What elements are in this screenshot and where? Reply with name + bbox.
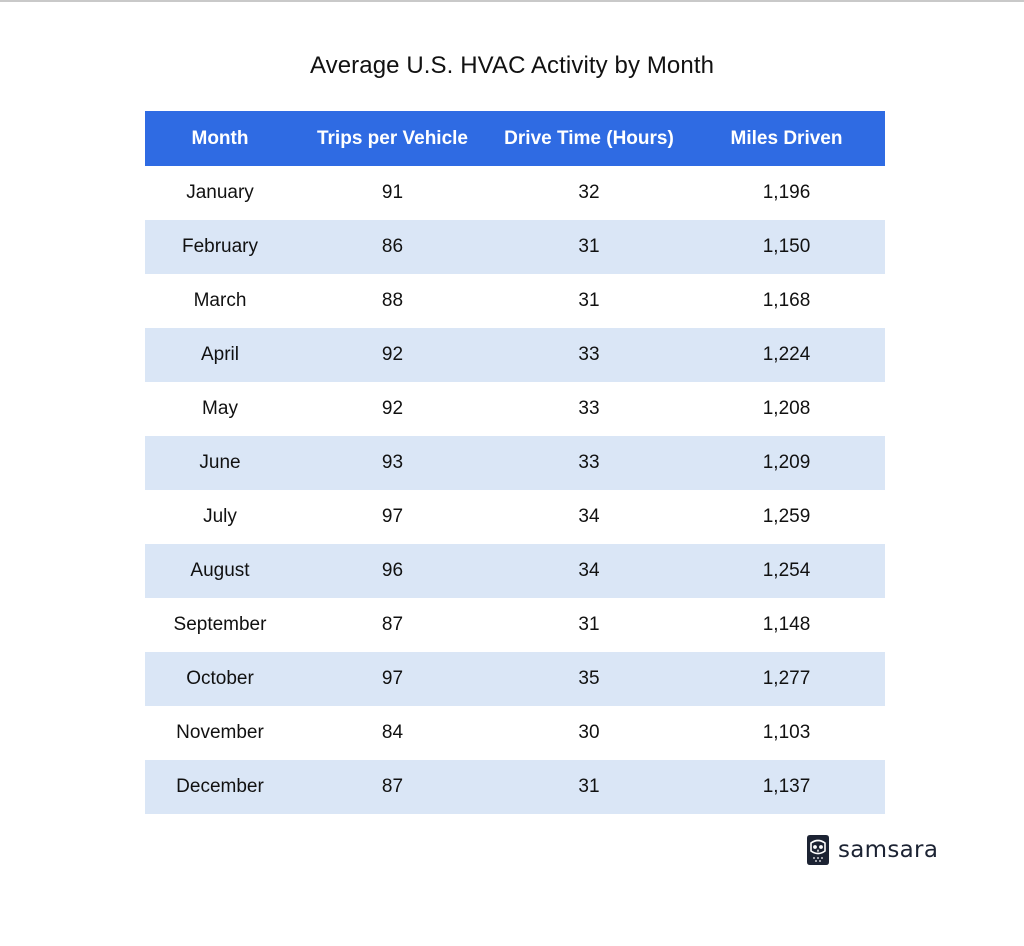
cell-trips-per-vehicle: 97 <box>295 652 490 706</box>
header-miles-driven: Miles Driven <box>688 111 885 166</box>
table-body: January 91 32 1,196 February 86 31 1,150 March 88… <box>145 166 885 814</box>
cell-drive-time: 33 <box>490 382 688 436</box>
cell-drive-time: 31 <box>490 760 688 814</box>
cell-month: December <box>145 760 295 814</box>
header-trips-per-vehicle: Trips per Vehicle <box>295 111 490 166</box>
cell-month: October <box>145 652 295 706</box>
cell-trips-per-vehicle: 88 <box>295 274 490 328</box>
cell-drive-time: 34 <box>490 490 688 544</box>
cell-trips-per-vehicle: 92 <box>295 328 490 382</box>
table-row: September 87 31 1,148 <box>145 598 885 652</box>
table-row: July 97 34 1,259 <box>145 490 885 544</box>
cell-trips-per-vehicle: 87 <box>295 760 490 814</box>
cell-month: April <box>145 328 295 382</box>
cell-drive-time: 33 <box>490 328 688 382</box>
cell-month: February <box>145 220 295 274</box>
cell-miles-driven: 1,150 <box>688 220 885 274</box>
cell-miles-driven: 1,148 <box>688 598 885 652</box>
cell-trips-per-vehicle: 86 <box>295 220 490 274</box>
cell-miles-driven: 1,259 <box>688 490 885 544</box>
table-row: May 92 33 1,208 <box>145 382 885 436</box>
cell-miles-driven: 1,224 <box>688 328 885 382</box>
table-header-row: Month Trips per Vehicle Drive Time (Hour… <box>145 111 885 166</box>
cell-trips-per-vehicle: 97 <box>295 490 490 544</box>
cell-month: May <box>145 382 295 436</box>
cell-drive-time: 31 <box>490 598 688 652</box>
cell-miles-driven: 1,209 <box>688 436 885 490</box>
cell-month: August <box>145 544 295 598</box>
cell-miles-driven: 1,196 <box>688 166 885 220</box>
table-row: November 84 30 1,103 <box>145 706 885 760</box>
cell-miles-driven: 1,103 <box>688 706 885 760</box>
cell-trips-per-vehicle: 91 <box>295 166 490 220</box>
table-row: August 96 34 1,254 <box>145 544 885 598</box>
top-border-rule <box>0 0 1024 2</box>
cell-trips-per-vehicle: 96 <box>295 544 490 598</box>
cell-trips-per-vehicle: 84 <box>295 706 490 760</box>
table-row: December 87 31 1,137 <box>145 760 885 814</box>
logo-wordmark: samsara <box>838 837 939 863</box>
cell-trips-per-vehicle: 92 <box>295 382 490 436</box>
cell-trips-per-vehicle: 87 <box>295 598 490 652</box>
table-row: January 91 32 1,196 <box>145 166 885 220</box>
header-month: Month <box>145 111 295 166</box>
table-row: June 93 33 1,209 <box>145 436 885 490</box>
cell-drive-time: 32 <box>490 166 688 220</box>
cell-trips-per-vehicle: 93 <box>295 436 490 490</box>
cell-drive-time: 33 <box>490 436 688 490</box>
cell-miles-driven: 1,277 <box>688 652 885 706</box>
cell-month: November <box>145 706 295 760</box>
cell-drive-time: 30 <box>490 706 688 760</box>
cell-drive-time: 35 <box>490 652 688 706</box>
cell-drive-time: 31 <box>490 220 688 274</box>
table-row: February 86 31 1,150 <box>145 220 885 274</box>
samsara-logo: samsara <box>806 834 938 866</box>
cell-month: March <box>145 274 295 328</box>
cell-drive-time: 31 <box>490 274 688 328</box>
cell-drive-time: 34 <box>490 544 688 598</box>
cell-month: January <box>145 166 295 220</box>
cell-miles-driven: 1,137 <box>688 760 885 814</box>
table-row: October 97 35 1,277 <box>145 652 885 706</box>
header-drive-time: Drive Time (Hours) <box>490 111 688 166</box>
cell-miles-driven: 1,208 <box>688 382 885 436</box>
cell-miles-driven: 1,254 <box>688 544 885 598</box>
chart-title: Average U.S. HVAC Activity by Month <box>309 52 715 79</box>
cell-month: June <box>145 436 295 490</box>
samsara-owl-logo-icon <box>807 835 829 865</box>
cell-miles-driven: 1,168 <box>688 274 885 328</box>
table-row: March 88 31 1,168 <box>145 274 885 328</box>
cell-month: July <box>145 490 295 544</box>
table-row: April 92 33 1,224 <box>145 328 885 382</box>
hvac-activity-table: Month Trips per Vehicle Drive Time (Hour… <box>145 111 885 814</box>
cell-month: September <box>145 598 295 652</box>
